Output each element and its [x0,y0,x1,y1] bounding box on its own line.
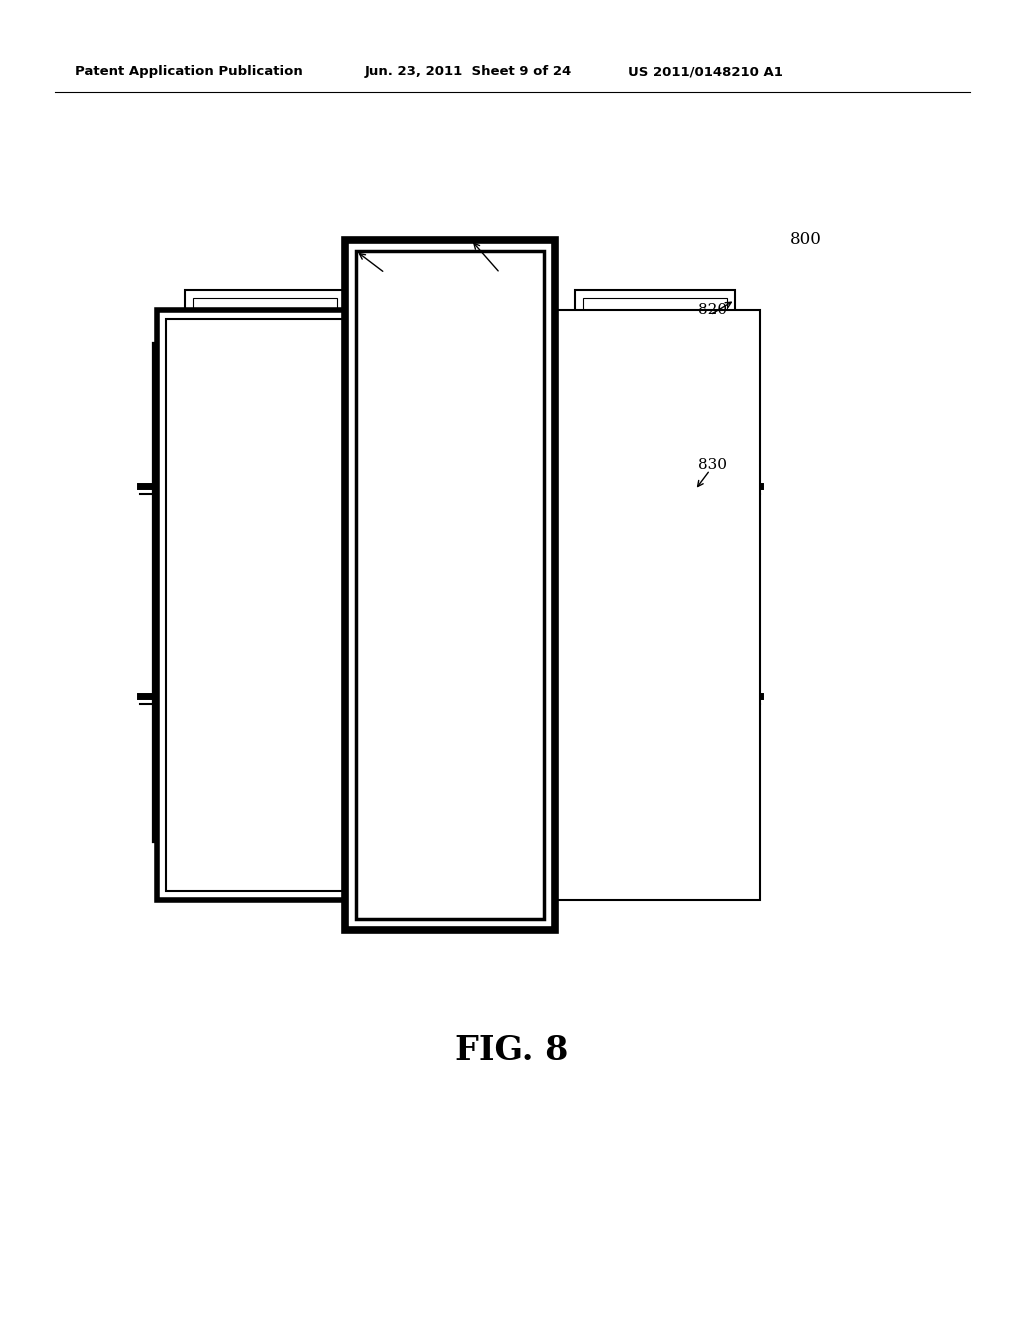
Bar [615,471,695,510]
Text: 810: 810 [488,257,517,272]
Bar [370,515,530,655]
Text: FIG. 8: FIG. 8 [456,1034,568,1067]
Text: Jun. 23, 2011  Sheet 9 of 24: Jun. 23, 2011 Sheet 9 of 24 [365,66,572,78]
Bar [415,686,485,714]
Text: Patent Application Publication: Patent Application Publication [75,66,303,78]
Text: 800: 800 [790,231,822,248]
Bar [378,523,522,647]
Bar [620,686,690,714]
Bar [230,477,300,504]
Bar [157,310,370,900]
Text: 820: 820 [698,304,727,317]
Bar [620,477,690,504]
Bar [583,748,727,873]
Bar [225,681,305,719]
Bar [583,523,727,647]
Text: US 2011/0148210 A1: US 2011/0148210 A1 [628,66,783,78]
Bar [615,681,695,719]
Bar [370,290,530,430]
Bar [193,748,337,873]
Bar [378,748,522,873]
Text: 830: 830 [698,458,727,473]
Bar [583,298,727,422]
Bar [230,686,300,714]
Bar [370,741,530,880]
Bar [575,290,735,430]
Bar [225,471,305,510]
Text: 815: 815 [368,257,397,272]
Bar [575,515,735,655]
Bar [166,319,361,891]
Bar [193,523,337,647]
Bar [410,681,490,719]
Bar [185,290,345,430]
Bar [415,477,485,504]
Bar [575,741,735,880]
Bar [185,741,345,880]
Bar [553,310,760,900]
Bar [378,298,522,422]
Bar [193,298,337,422]
Bar [185,515,345,655]
Bar [345,240,555,931]
Bar [410,471,490,510]
Bar [356,251,544,919]
